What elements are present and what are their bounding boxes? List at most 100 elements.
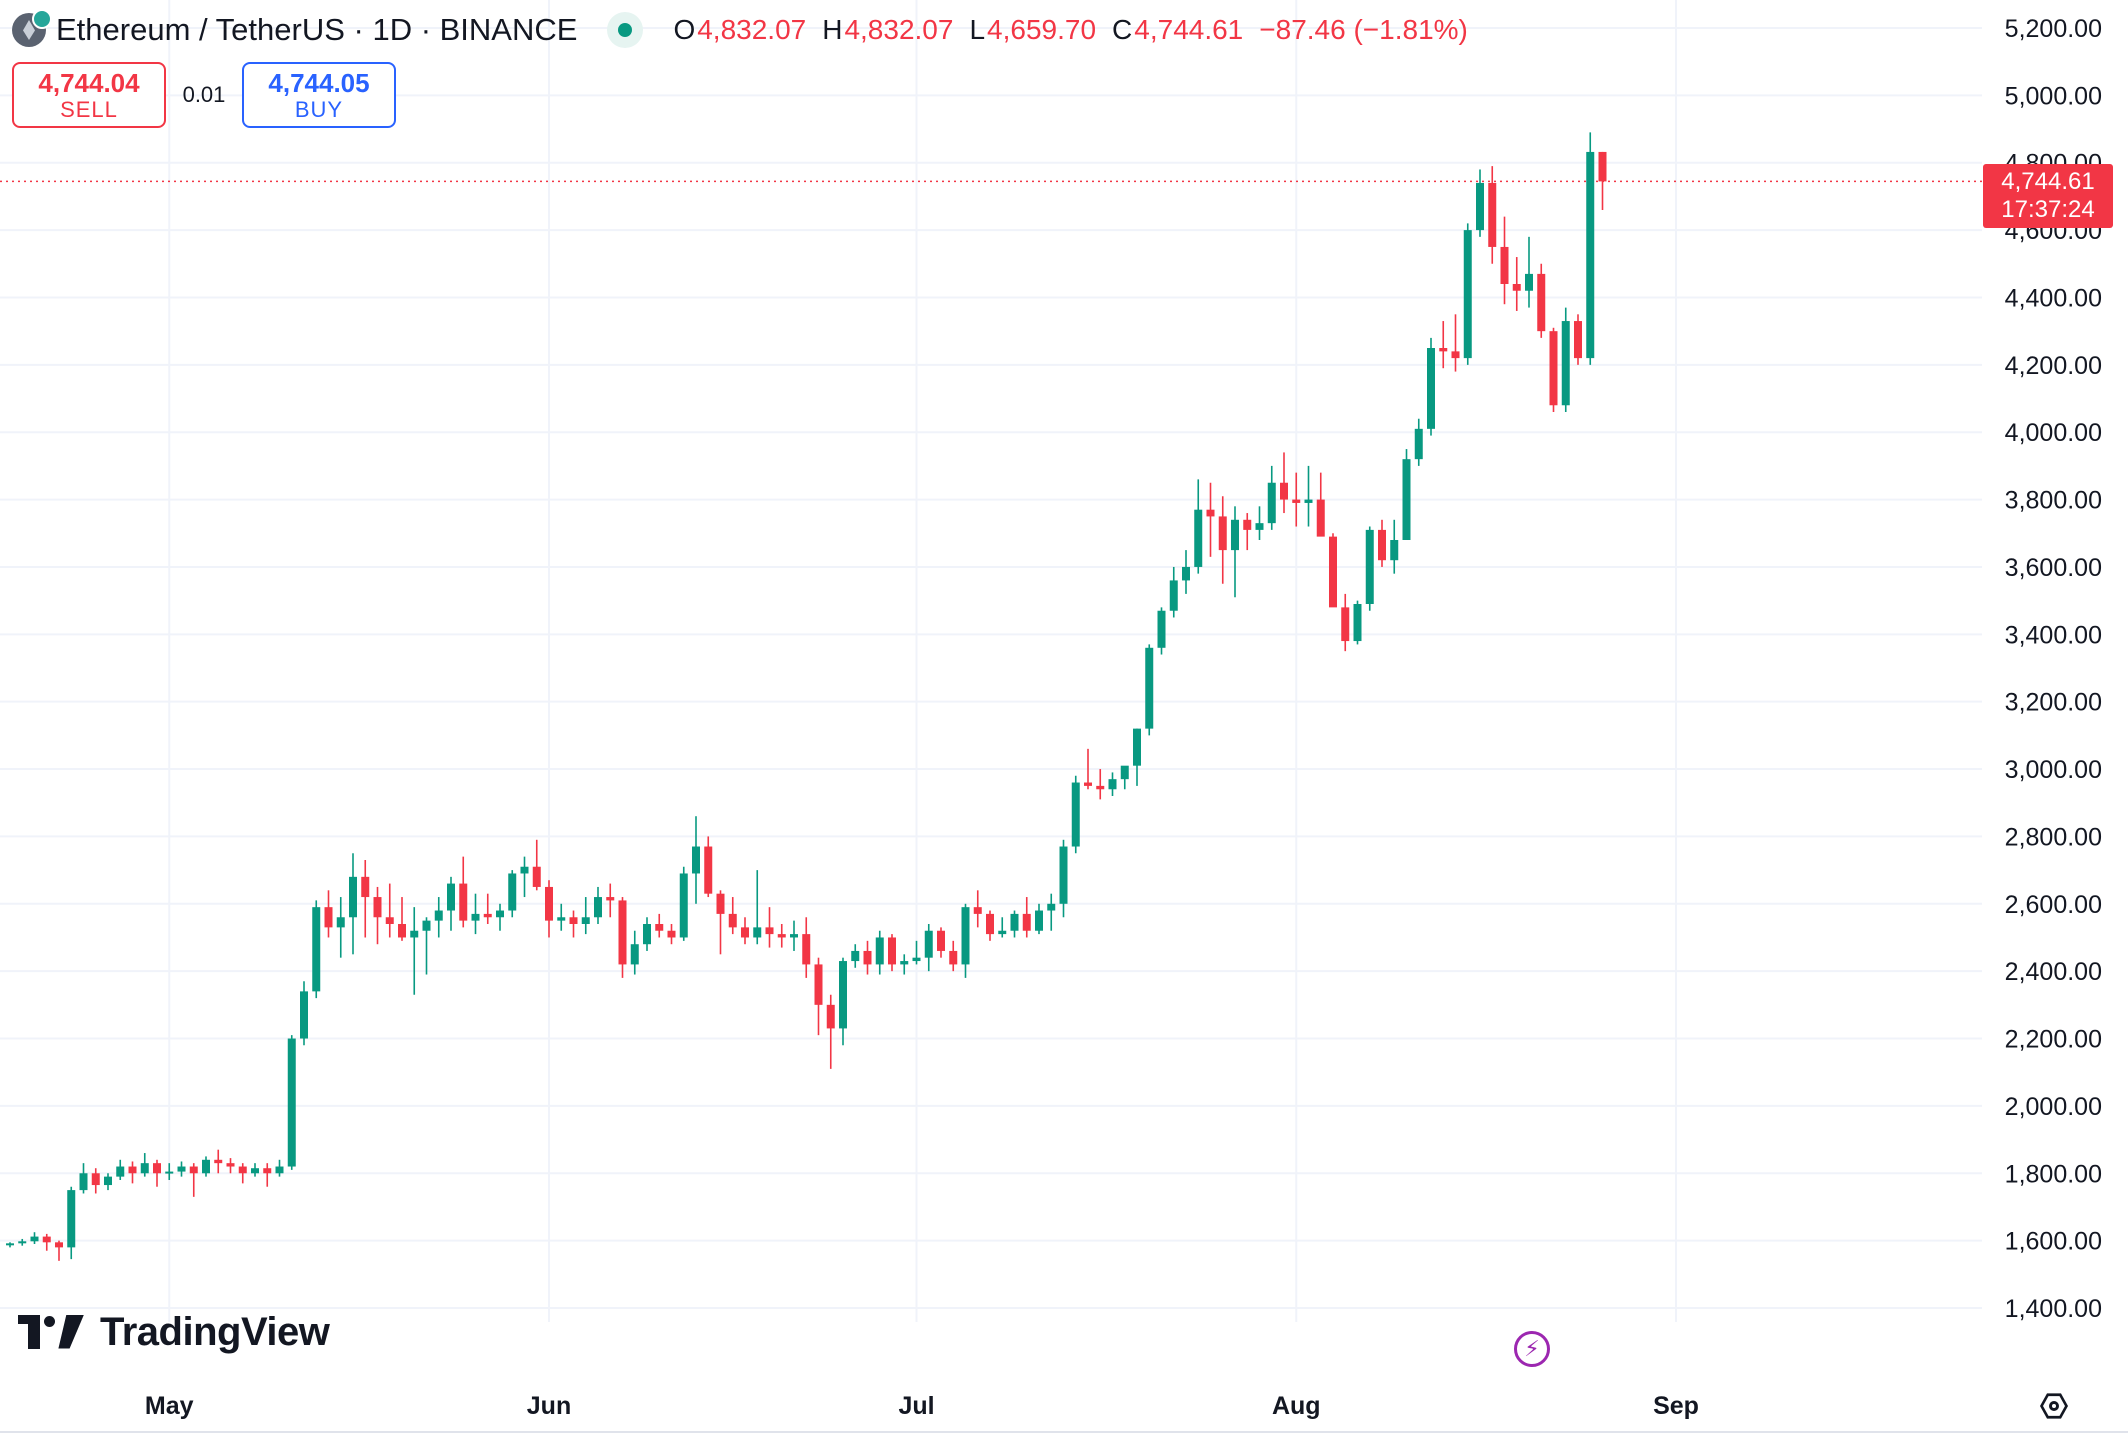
candle-body (336, 917, 345, 928)
candle-body (1390, 540, 1399, 561)
candle-body (471, 913, 480, 921)
candle (116, 1159, 125, 1180)
candle (189, 1163, 198, 1197)
candle (79, 1163, 88, 1194)
candle (643, 917, 651, 951)
candle-body (1084, 782, 1092, 786)
candle-body (1365, 529, 1374, 604)
y-tick-label: 3,400.00 (2005, 621, 2102, 649)
candle-body (839, 961, 847, 1029)
candle (1574, 314, 1582, 365)
live-status-icon[interactable] (607, 12, 644, 48)
time-axis[interactable]: May Jun Jul Aug Sep (0, 1392, 2128, 1433)
candle (1084, 748, 1092, 790)
candle (900, 954, 909, 975)
candle-body (1561, 321, 1570, 406)
candle (888, 934, 896, 972)
candle-body (1427, 348, 1435, 429)
candle (802, 917, 811, 978)
candle-body (300, 991, 308, 1039)
ethereum-logo-icon[interactable] (12, 9, 52, 47)
candle-body (361, 876, 370, 898)
candle-body (104, 1176, 112, 1186)
candle-body (1378, 529, 1386, 561)
candle (961, 903, 970, 978)
candle (1500, 216, 1509, 305)
candle-body (1169, 580, 1178, 611)
y-tick-label: 3,000.00 (2005, 756, 2102, 784)
candle (6, 1242, 14, 1248)
candle-body (385, 917, 394, 924)
lightning-event-icon[interactable]: ⚡ (1514, 1331, 1550, 1367)
candle-body (324, 907, 333, 928)
candle-body (630, 944, 639, 965)
candle (398, 897, 406, 941)
candle (912, 940, 921, 965)
candle-body (434, 910, 443, 921)
candle-body (1096, 785, 1105, 790)
candle (655, 913, 664, 938)
candle-body (1231, 519, 1239, 551)
buy-price: 4,744.05 (268, 68, 370, 98)
candle-body (189, 1166, 198, 1174)
candle (214, 1149, 223, 1174)
candle (851, 944, 860, 968)
candle-body (1120, 765, 1129, 780)
price-axis[interactable]: 1,400.00 1,600.00 1,800.00 2,000.00 2,200.00… (2005, 15, 2102, 1323)
candle-body (1243, 519, 1252, 530)
buy-button[interactable]: 4,744.05 BUY (242, 62, 396, 128)
candle (459, 856, 468, 928)
candle (312, 900, 321, 999)
tradingview-logo[interactable]: TradingView (18, 1310, 330, 1355)
high-value: 4,832.07 (844, 14, 954, 45)
ohlc-values: O 4,832.07 H 4,832.07 L 4,659.70 C 4,744.61 … (673, 14, 1467, 46)
candle (1096, 769, 1105, 800)
spread-value: 0.01 (182, 82, 226, 107)
open-label: O (673, 14, 696, 45)
candle (1047, 893, 1056, 931)
x-tick-label: Sep (1653, 1392, 1699, 1420)
y-tick-label: 2,600.00 (2005, 891, 2102, 919)
candle-body (1316, 499, 1325, 537)
candle (973, 890, 982, 928)
candle-body (42, 1236, 51, 1243)
candle-body (1329, 536, 1337, 608)
candle (826, 994, 835, 1069)
sell-button[interactable]: 4,744.04 SELL (12, 62, 166, 128)
candle-body (1292, 499, 1301, 503)
candle (336, 897, 345, 958)
y-tick-label: 5,200.00 (2005, 15, 2102, 43)
candle-body (728, 913, 737, 928)
candle (716, 890, 725, 955)
y-tick-label: 2,000.00 (2005, 1093, 2102, 1121)
candle-body (287, 1038, 296, 1167)
candle (1390, 519, 1399, 574)
candle-body (1182, 566, 1190, 581)
candle (140, 1153, 149, 1177)
candle (55, 1240, 63, 1261)
candle (1292, 472, 1301, 527)
chart-settings-icon[interactable] (2038, 1390, 2070, 1422)
candle (520, 856, 529, 898)
candle (581, 897, 590, 935)
candle (483, 893, 492, 924)
candle (1586, 132, 1595, 365)
symbol-title[interactable]: Ethereum / TetherUS · 1D · BINANCE (56, 12, 578, 47)
y-tick-label: 5,000.00 (2005, 82, 2102, 110)
open-value: 4,832.07 (697, 14, 807, 45)
candle (238, 1163, 247, 1184)
candle-body (128, 1166, 137, 1174)
candle-body (1537, 273, 1546, 332)
y-tick-label: 2,800.00 (2005, 823, 2102, 851)
candle-body (692, 846, 700, 874)
y-tick-label: 1,400.00 (2005, 1295, 2102, 1323)
y-tick-label: 3,200.00 (2005, 689, 2102, 717)
candle-body (716, 893, 725, 914)
candle-body (1488, 182, 1497, 247)
candle (263, 1163, 272, 1187)
candle (630, 930, 639, 975)
candle (251, 1163, 259, 1177)
candle-body (937, 930, 945, 951)
candle-body (1402, 459, 1411, 540)
